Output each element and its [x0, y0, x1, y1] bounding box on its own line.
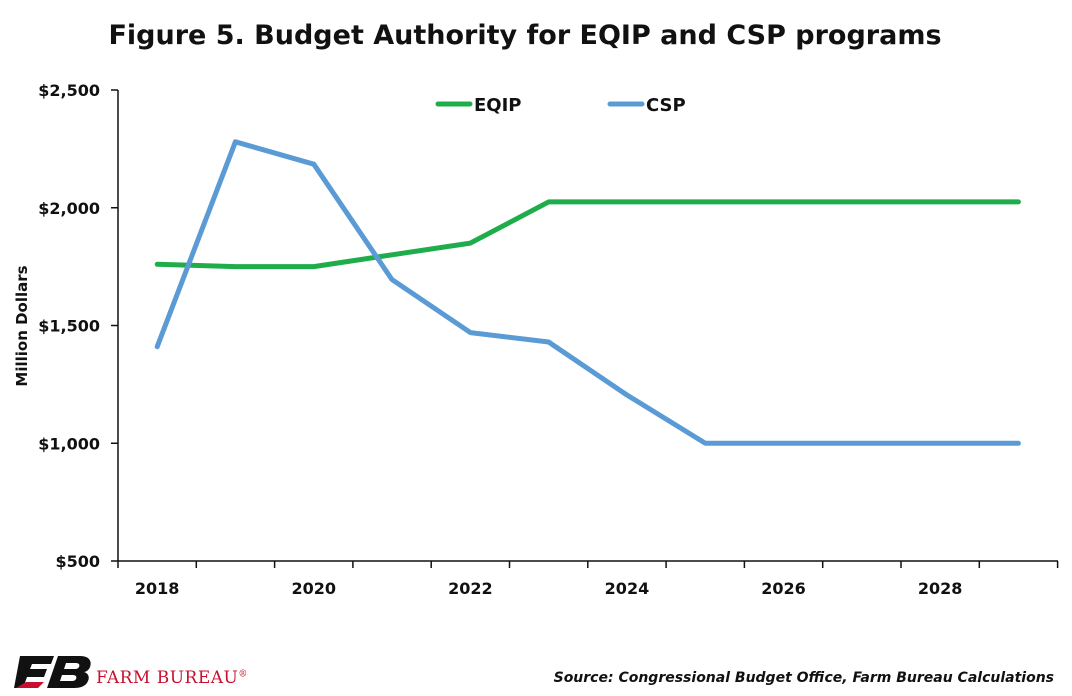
y-tick-label: $500 [55, 552, 100, 571]
x-tick-label: 2018 [135, 579, 180, 598]
fb-logo-icon [14, 656, 91, 688]
x-tick-label: 2024 [605, 579, 650, 598]
farm-bureau-logo: FARM BUREAU® [14, 652, 248, 690]
y-axis-label: Million Dollars [13, 265, 31, 386]
logo-text: FARM BUREAU® [96, 668, 248, 688]
series-lines [154, 139, 1021, 446]
axes [117, 90, 1058, 562]
x-tick-label: 2022 [448, 579, 493, 598]
legend-label-eqip: EQIP [474, 95, 522, 116]
x-tick-label: 2020 [291, 579, 336, 598]
x-tick-label: 2028 [918, 579, 963, 598]
x-tick-label: 2026 [761, 579, 806, 598]
chart-title: Figure 5. Budget Authority for EQIP and … [108, 20, 942, 51]
x-ticks: 2018 2020 2022 2024 2026 2028 [117, 561, 1059, 598]
y-tick-label: $1,500 [38, 317, 100, 336]
source-note: Source: Congressional Budget Office, Far… [553, 670, 1054, 686]
y-ticks: $500 $1,000 $1,500 $2,000 $2,500 [38, 81, 118, 571]
legend: EQIP CSP [435, 95, 686, 116]
y-tick-label: $1,000 [38, 434, 100, 453]
series-line-eqip [154, 199, 1021, 270]
y-tick-label: $2,000 [38, 199, 100, 218]
series-line-csp [154, 139, 1021, 446]
y-tick-label: $2,500 [38, 81, 100, 100]
legend-label-csp: CSP [646, 95, 686, 116]
